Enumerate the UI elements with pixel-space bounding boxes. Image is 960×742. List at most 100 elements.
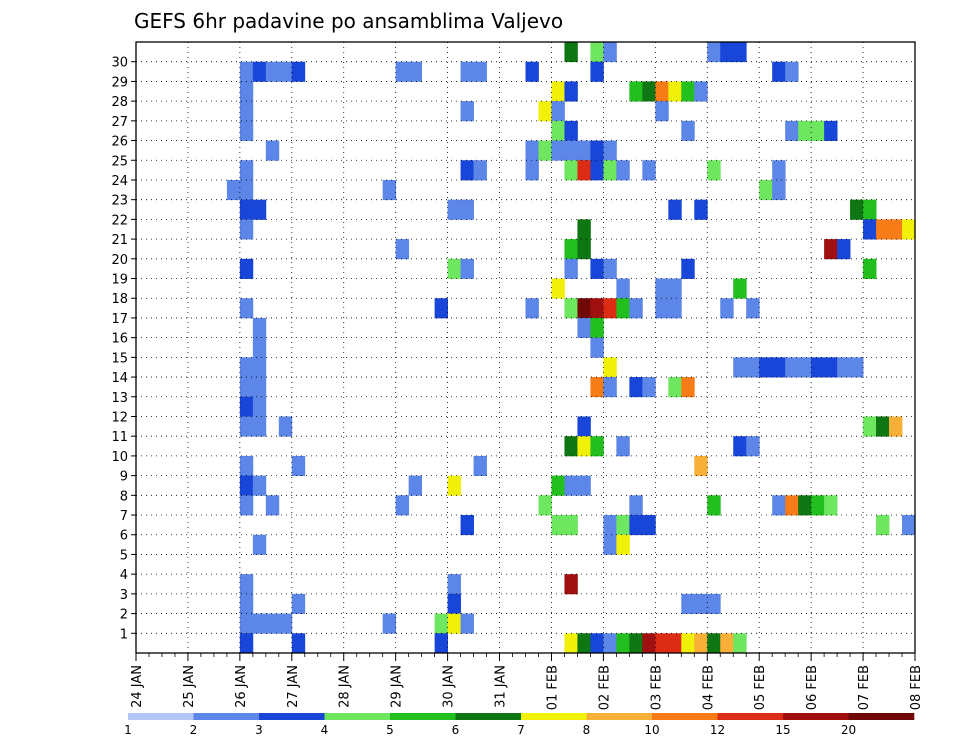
heatmap-cell — [603, 534, 617, 555]
heatmap-cells — [226, 42, 916, 654]
colorbar-segment — [193, 713, 260, 720]
heatmap-cell — [551, 515, 565, 536]
heatmap-cell — [642, 515, 656, 536]
y-tick-label: 29 — [111, 75, 128, 90]
heatmap-cell — [226, 179, 241, 201]
heatmap-cell — [538, 495, 552, 516]
heatmap-cell — [577, 219, 591, 240]
heatmap-cell — [252, 396, 267, 417]
heatmap-cell — [642, 377, 656, 398]
heatmap-cell — [902, 219, 916, 240]
heatmap-cell — [460, 160, 474, 181]
heatmap-cell — [564, 120, 578, 141]
heatmap-cell — [538, 140, 552, 161]
heatmap-cell — [629, 633, 643, 654]
heatmap-cell — [603, 298, 617, 319]
heatmap-cell — [707, 160, 721, 181]
heatmap-cell — [798, 120, 812, 141]
heatmap-cell — [616, 436, 630, 457]
heatmap-cell — [798, 495, 812, 516]
heatmap-cell — [759, 357, 773, 378]
heatmap-cell — [590, 337, 604, 358]
colorbar-label: 10 — [644, 723, 659, 737]
heatmap-cell — [876, 515, 890, 536]
heatmap-cell — [447, 613, 461, 634]
y-tick-label: 16 — [111, 332, 128, 347]
x-axis: 24 JAN 25 JAN 26 JAN 27 JAN 28 JAN 29 JAN 30 J… — [130, 653, 924, 710]
heatmap-cell — [239, 81, 254, 102]
heatmap-cell — [408, 61, 423, 82]
heatmap-cell — [460, 101, 474, 122]
heatmap-cell — [564, 160, 578, 181]
heatmap-cell — [590, 42, 604, 63]
heatmap-cell — [447, 475, 461, 496]
heatmap-cell — [616, 633, 630, 654]
heatmap-cell — [655, 633, 669, 654]
heatmap-cell — [733, 436, 747, 457]
heatmap-cell — [681, 593, 695, 614]
heatmap-cell — [564, 436, 578, 457]
heatmap-cell — [239, 199, 254, 220]
heatmap-cell — [239, 593, 254, 614]
y-tick-label: 15 — [111, 351, 128, 366]
heatmap-cell — [252, 416, 267, 437]
heatmap-cell — [655, 81, 669, 102]
heatmap-cell — [707, 593, 721, 614]
heatmap-cell — [239, 475, 254, 496]
heatmap-cell — [785, 495, 799, 516]
heatmap-cell — [616, 278, 630, 299]
grid-lines — [136, 42, 915, 653]
y-tick-label: 19 — [111, 273, 128, 288]
heatmap-cell — [239, 298, 254, 319]
heatmap-cell — [239, 258, 254, 279]
x-tick-label: 31 JAN — [494, 665, 509, 708]
heatmap-cell — [590, 258, 604, 279]
y-tick-label: 17 — [111, 312, 128, 327]
heatmap-cell — [824, 239, 838, 260]
heatmap-cell — [590, 160, 604, 181]
heatmap-cell — [811, 495, 825, 516]
heatmap-cell — [694, 455, 708, 477]
heatmap-cell — [564, 633, 578, 654]
heatmap-cell — [603, 160, 617, 181]
heatmap-cell — [681, 377, 695, 398]
heatmap-cell — [590, 633, 604, 654]
heatmap-cell — [460, 61, 474, 82]
heatmap-cell — [447, 574, 461, 595]
heatmap-cell — [629, 298, 643, 319]
heatmap-cell — [681, 120, 695, 141]
heatmap-cell — [239, 61, 254, 82]
heatmap-cell — [720, 633, 734, 654]
heatmap-cell — [265, 613, 280, 634]
colorbar-label: 4 — [321, 723, 329, 737]
heatmap-cell — [629, 495, 643, 516]
heatmap-cell — [252, 317, 267, 339]
x-tick-label: 28 JAN — [338, 665, 353, 708]
heatmap-cell — [811, 120, 825, 141]
heatmap-cell — [746, 357, 760, 378]
y-tick-label: 14 — [111, 371, 128, 386]
heatmap-cell — [291, 633, 306, 654]
heatmap-cell — [525, 140, 539, 161]
heatmap-cell — [252, 377, 267, 398]
heatmap-cell — [616, 160, 630, 181]
heatmap-cell — [681, 81, 695, 102]
x-tick-label: 29 JAN — [390, 665, 405, 708]
heatmap-cell — [577, 239, 591, 260]
heatmap-cell — [759, 179, 773, 201]
heatmap-cell — [642, 633, 656, 654]
heatmap-cell — [278, 61, 293, 82]
heatmap-cell — [395, 495, 410, 516]
heatmap-cell — [772, 179, 786, 201]
heatmap-cell — [603, 633, 617, 654]
heatmap-cell — [824, 120, 838, 141]
heatmap-cell — [525, 298, 539, 319]
heatmap-cell — [733, 42, 747, 63]
heatmap-cell — [798, 357, 812, 378]
heatmap-cell — [772, 357, 786, 378]
heatmap-cell — [694, 199, 708, 220]
heatmap-cell — [239, 101, 254, 122]
heatmap-cell — [278, 613, 293, 634]
heatmap-cell — [252, 357, 267, 378]
